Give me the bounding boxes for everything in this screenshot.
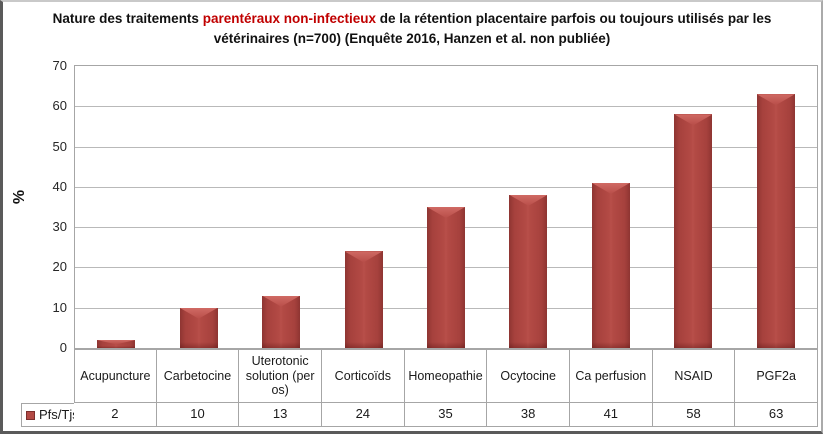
bar-carbetocine xyxy=(179,307,218,349)
y-tick-label: 30 xyxy=(52,219,67,235)
category-cell: Homeopathie xyxy=(404,349,488,403)
y-tick-label: 10 xyxy=(52,299,67,315)
value-cell: 41 xyxy=(569,403,653,427)
gridline xyxy=(75,106,817,108)
value-cell: 2 xyxy=(74,403,157,427)
bar-nsaid xyxy=(674,114,713,348)
data-table: Acupuncture Carbetocine Uterotonic solutio… xyxy=(21,349,818,427)
category-cell: Acupuncture xyxy=(74,349,157,403)
legend-key-cell: Pfs/Tjs xyxy=(21,403,79,427)
category-cell: NSAID xyxy=(652,349,736,403)
gridline xyxy=(75,186,817,188)
y-tick-label: 0 xyxy=(59,340,67,355)
category-cell: Ocytocine xyxy=(487,349,570,403)
bar-cortico-ds xyxy=(344,251,383,348)
chart-title: Nature des traitements parentéraux non-i… xyxy=(3,9,821,49)
value-cell: 58 xyxy=(652,403,736,427)
value-cell: 24 xyxy=(321,403,405,427)
y-tick-label: 20 xyxy=(52,259,67,275)
category-cell: Uterotonic solution (per os) xyxy=(239,349,322,403)
y-tick-label: 40 xyxy=(52,178,67,194)
value-cell: 10 xyxy=(156,403,240,427)
y-tick-label: 50 xyxy=(52,138,67,154)
chart-title-highlight: parentéraux non-infectieux xyxy=(202,11,376,26)
legend-series-label: Pfs/Tjs xyxy=(39,406,79,422)
gridline xyxy=(75,146,817,148)
chart-title-part1: Nature des traitements xyxy=(52,11,203,26)
chart-title-text: Nature des traitements parentéraux non-i… xyxy=(37,9,787,49)
category-cell: Carbetocine xyxy=(156,349,240,403)
value-cell: 13 xyxy=(239,403,322,427)
bar-acupuncture xyxy=(97,339,136,349)
plot-area xyxy=(74,65,818,349)
bar-uterotonic-solution-per-os- xyxy=(262,295,301,349)
bar-pgf2a xyxy=(756,94,795,348)
category-cell: Corticoïds xyxy=(321,349,405,403)
chart-title-part2: de la rétention placentaire parfois ou t… xyxy=(213,11,772,46)
y-tick-label: 60 xyxy=(52,98,67,114)
bar-ocytocine xyxy=(509,194,548,349)
category-cell: Ca perfusion xyxy=(569,349,653,403)
bar-homeopathie xyxy=(427,207,465,348)
value-cell: 38 xyxy=(487,403,570,427)
legend-spacer-cell xyxy=(21,349,74,403)
y-tick-label: 70 xyxy=(52,58,67,73)
legend-swatch-icon xyxy=(26,410,35,420)
value-cell: 63 xyxy=(735,403,818,427)
bar-ca-perfusion xyxy=(591,182,630,349)
value-cell: 35 xyxy=(404,403,488,427)
y-axis-label: % xyxy=(11,189,28,205)
category-cell: PGF2a xyxy=(735,349,818,403)
